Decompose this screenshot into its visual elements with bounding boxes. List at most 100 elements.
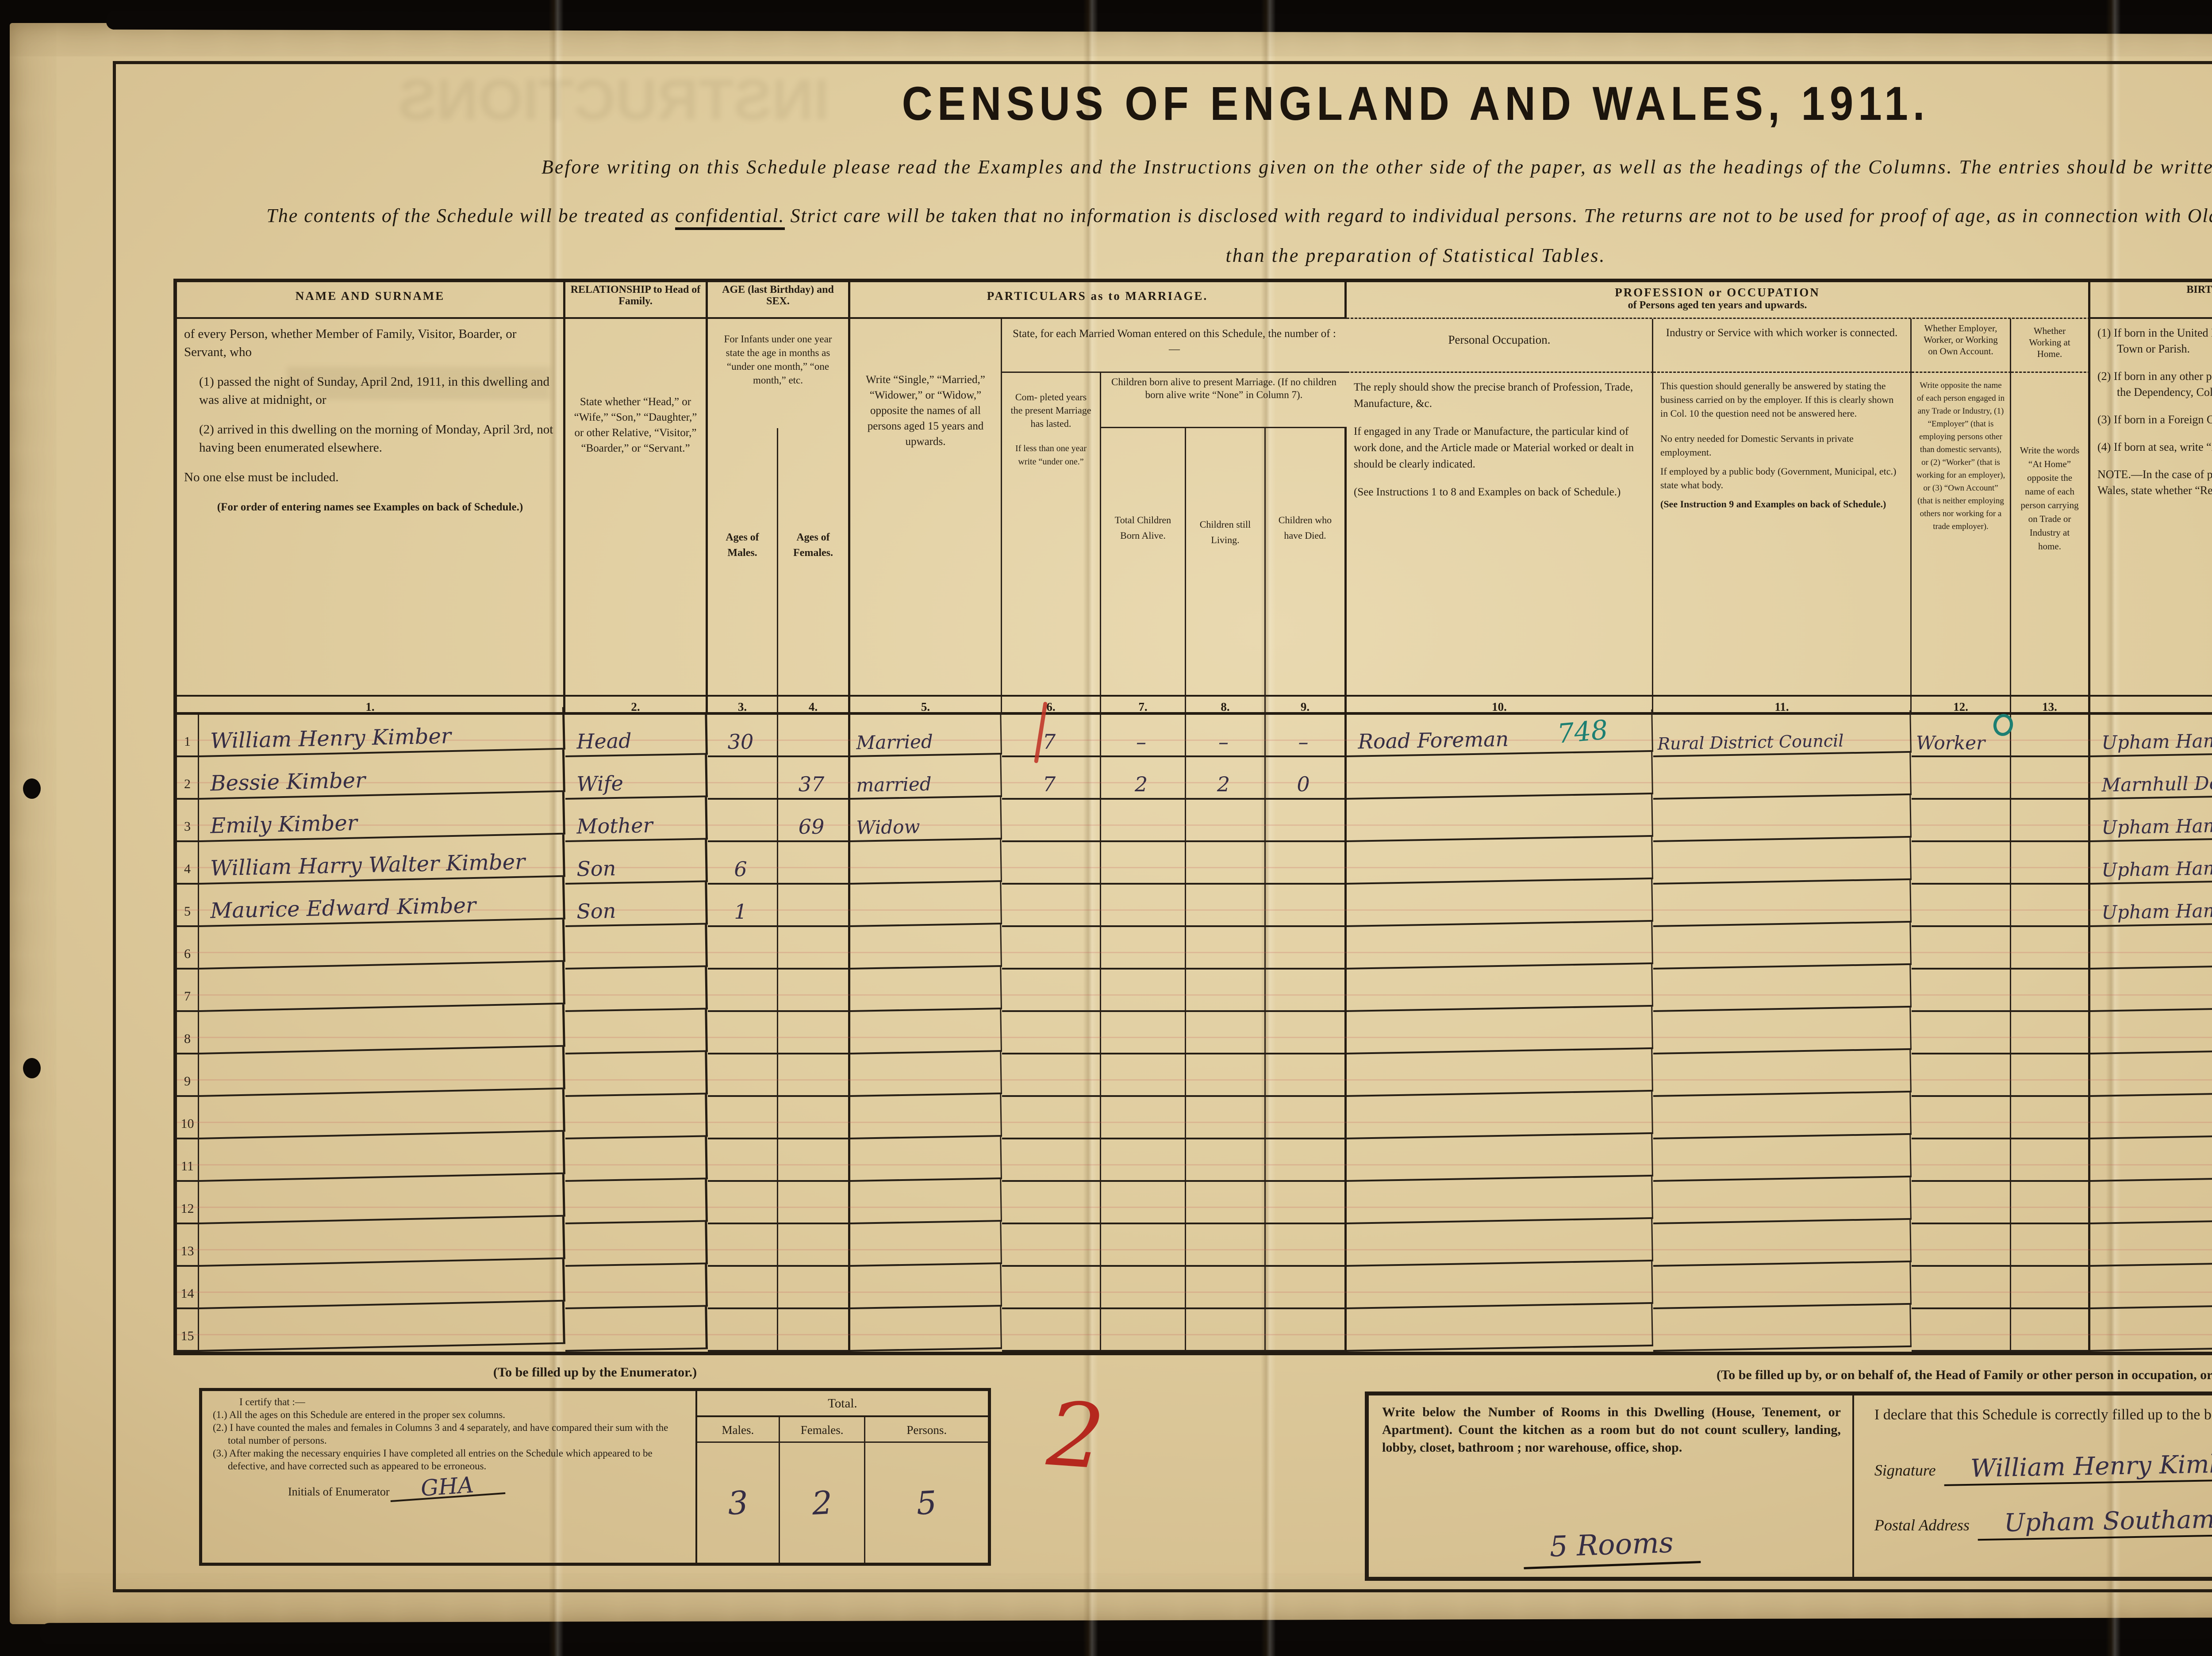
entry-industry [1652,1050,1912,1097]
col-number-2: 2. [565,695,708,715]
age-description: For Infants under one year state the age… [708,319,850,428]
entry-at-home [2011,1309,2090,1352]
entry-children-died [1266,1012,1347,1054]
total-persons-value: 5 [915,1484,938,1522]
col-number-9: 9. [1266,695,1347,715]
entry-years-married [1002,842,1101,885]
entry-relationship [565,1137,708,1182]
entry-occupation [1346,1261,1653,1309]
entry-employer-status [1912,927,2011,970]
entry-name [198,1216,565,1267]
total-females-value: 2 [811,1484,833,1522]
entry-children-died [1266,1224,1347,1267]
entry-employer-status [1912,1309,2011,1352]
entry-marital-status [849,1222,1002,1267]
married-woman-band: State, for each Married Woman entered on… [1002,319,1347,373]
entry-marital-status [849,1307,1002,1352]
entry-at-home [2011,970,2090,1012]
census-table: NAME AND SURNAME RELATIONSHIP to Head of… [173,279,2212,1355]
entry-birthplace [2089,1133,2212,1182]
entry-at-home [2011,800,2090,842]
entry-children-died [1266,842,1347,885]
row-number: 12 [177,1182,199,1224]
entry-age-male [708,1139,778,1182]
row-number: 6 [177,927,199,970]
relationship-description: State whether “Head,” or “Wife,” “Son,” … [565,319,708,695]
entry-at-home [2011,757,2090,800]
declaration-text: I declare that this Schedule is correctl… [1874,1407,2212,1423]
declaration-area: I declare that this Schedule is correctl… [1854,1395,2212,1577]
entry-birthplace [2089,1006,2212,1054]
confidential-underlined: confidential. [675,205,785,230]
entry-children-living: 2 [1186,757,1266,800]
entry-employer-status [1912,1054,2011,1097]
entry-occupation [1346,794,1653,842]
enumerator-section-heading: (To be filled up by the Enumerator.) [493,1365,697,1380]
row-number: 11 [177,1139,199,1182]
entry-children-born [1101,1054,1186,1097]
entry-years-married [1002,1054,1101,1097]
entry-relationship [565,1222,708,1267]
entry-children-living [1186,1139,1266,1182]
entry-occupation [1346,921,1653,970]
entry-children-living [1186,970,1266,1012]
entry-occupation: Road Foreman [1346,709,1653,757]
entry-children-died [1266,1139,1347,1182]
initials-label: Initials of Enumerator [288,1485,390,1498]
entry-age-male [708,1309,778,1352]
entry-name: William Henry Kimber [198,707,565,757]
entry-birthplace: Upham Hampshire [2089,709,2212,757]
row-number: 9 [177,1054,199,1097]
entry-children-living [1186,1309,1266,1352]
initials-line: Initials of Enumerator GHA [213,1472,687,1503]
entry-employer-status [1912,1012,2011,1054]
entry-children-living [1186,885,1266,927]
total-males-value: 3 [726,1484,749,1522]
entry-industry [1652,880,1912,927]
entry-children-living [1186,927,1266,970]
col-number-4: 4. [778,695,850,715]
entry-children-born [1101,885,1186,927]
entry-birthplace [2089,1091,2212,1139]
col-header-marriage: PARTICULARS as to MARRIAGE. [850,282,1347,319]
entry-marital-status [849,1137,1002,1182]
initials-value: GHA [389,1472,505,1503]
entry-name [198,1046,565,1097]
enumerator-certification: I certify that :— (1.) All the ages on t… [202,1391,697,1563]
at-home-description: Write the words “At Home” opposite the n… [2011,373,2090,695]
row-number: 7 [177,970,199,1012]
entry-birthplace: Marnhull Dorset [2089,751,2212,800]
form-border-frame [113,61,2212,1592]
entry-age-female [778,842,850,885]
entry-employer-status [1912,1097,2011,1139]
industry-description: This question should generally be answer… [1653,373,1912,695]
entry-children-born [1101,842,1186,885]
entry-employer-status [1912,757,2011,800]
entry-birthplace: Upham Hampshire [2089,794,2212,842]
employer-worker-description: Write opposite the name of each person e… [1912,373,2011,695]
entry-age-female [778,1267,850,1309]
postal-address-row: Postal Address Upham Southampton [1874,1497,2212,1541]
birthplace-description: (1) If born in the United Kingdom, write… [2090,319,2212,695]
entry-years-married [1002,1012,1101,1054]
entry-at-home [2011,1267,2090,1309]
entry-name: Maurice Edward Kimber [198,877,565,927]
entry-industry [1652,1135,1912,1182]
entry-industry [1652,795,1912,842]
entry-relationship [565,924,708,970]
entry-employer-status [1912,800,2011,842]
col-number-8: 8. [1186,695,1266,715]
entry-relationship [565,1264,708,1309]
page-title: CENSUS OF ENGLAND AND WALES, 1911. [902,77,1930,130]
col-header-profession: PROFESSION or OCCUPATION of Persons aged… [1347,282,2090,319]
signature-value: William Henry Kimber [1943,1442,2212,1486]
entry-age-female [778,715,850,757]
personal-occupation-subheader: Personal Occupation. [1347,319,1653,373]
row-number: 10 [177,1097,199,1139]
entry-occupation [1346,1176,1653,1224]
row-number: 14 [177,1267,199,1309]
entry-birthplace [2089,1261,2212,1309]
entry-marital-status: Widow [849,797,1002,842]
entry-employer-status [1912,1139,2011,1182]
